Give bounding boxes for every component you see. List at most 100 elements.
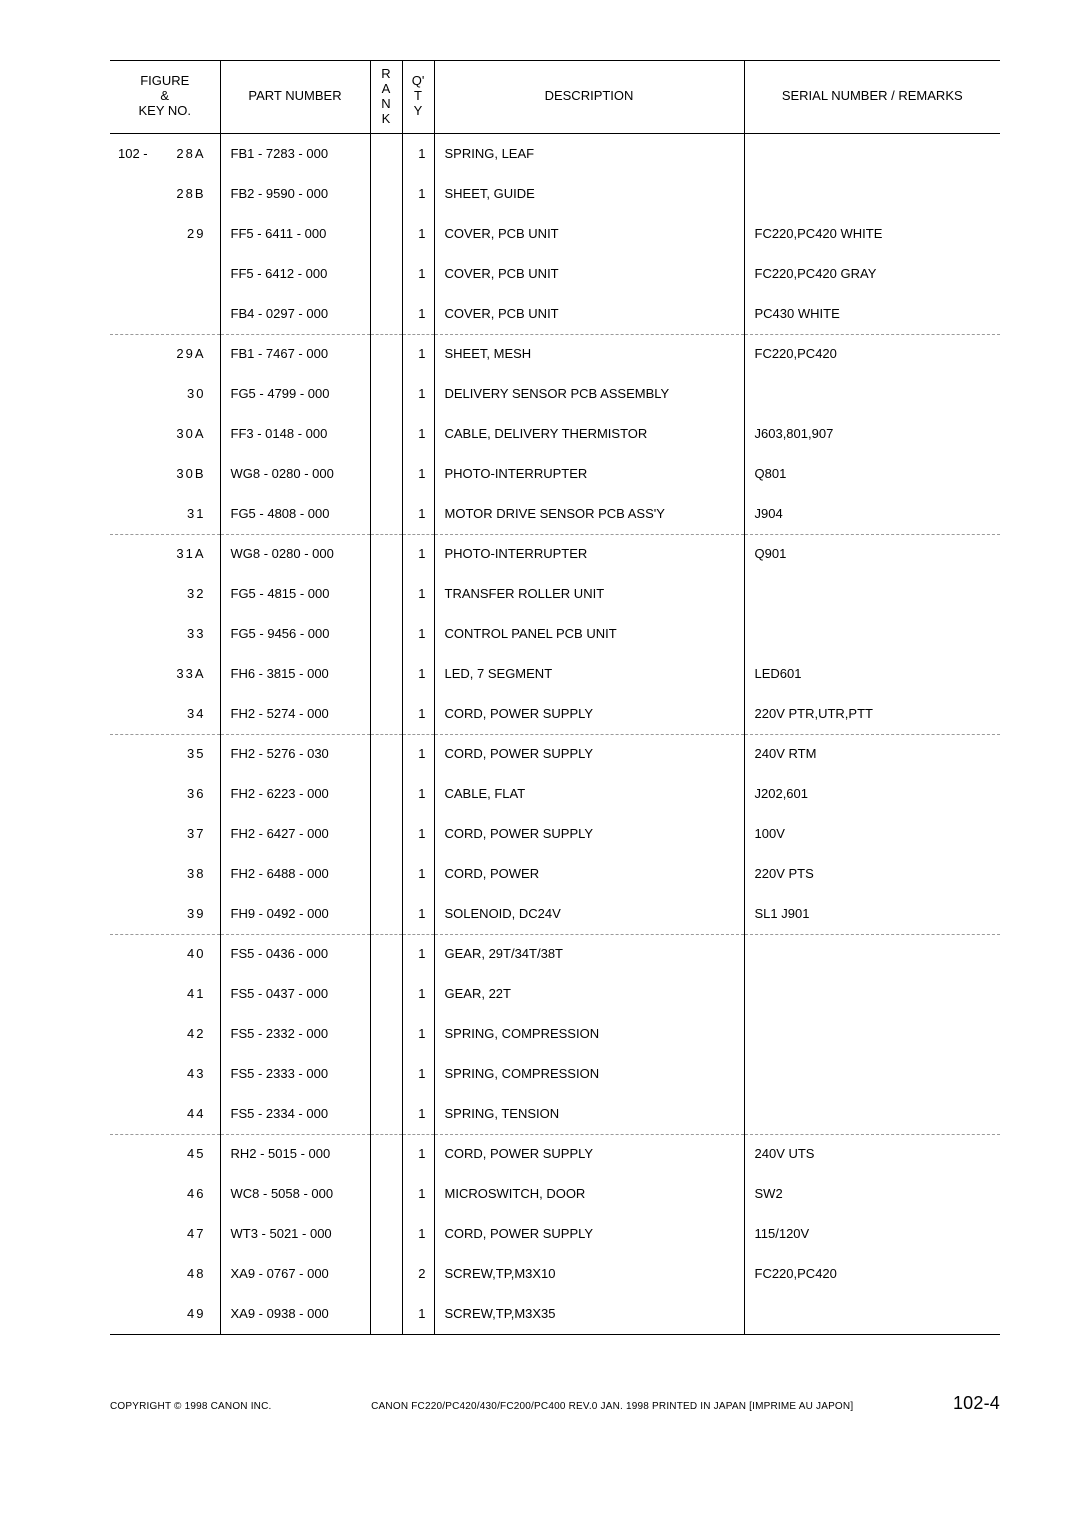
description: SCREW,TP,M3X10 (445, 1266, 556, 1282)
key-number: 46 (187, 1186, 205, 1202)
qty: 1 (418, 386, 425, 402)
qty: 1 (418, 666, 425, 682)
description: COVER, PCB UNIT (445, 226, 559, 242)
part-number: FS5 - 2333 - 000 (231, 1066, 329, 1082)
key-number: 31A (176, 546, 205, 562)
part-number: FF3 - 0148 - 000 (231, 426, 328, 442)
key-number: 30B (176, 466, 205, 482)
key-number: 28B (176, 186, 205, 202)
qty: 1 (418, 306, 425, 322)
page-footer: COPYRIGHT © 1998 CANON INC. CANON FC220/… (110, 1393, 1000, 1414)
remarks: Q801 (755, 466, 787, 482)
qty: 1 (418, 1066, 425, 1082)
part-number: FS5 - 2332 - 000 (231, 1026, 329, 1042)
qty: 1 (418, 706, 425, 722)
col-rank: RANK (370, 61, 402, 134)
qty: 1 (418, 1026, 425, 1042)
description: SPRING, TENSION (445, 1106, 560, 1122)
key-number: 31 (187, 506, 205, 522)
table-row: 42 FS5 - 2332 - 000 1 SPRING, COMPRESSION (110, 1014, 1000, 1054)
part-number: FH2 - 5274 - 000 (231, 706, 329, 722)
description: CONTROL PANEL PCB UNIT (445, 626, 617, 642)
description: PHOTO-INTERRUPTER (445, 546, 588, 562)
part-number: FS5 - 0436 - 000 (231, 946, 329, 962)
remarks: 115/120V (755, 1226, 810, 1242)
remarks: PC430 WHITE (755, 306, 840, 322)
part-number: FS5 - 0437 - 000 (231, 986, 329, 1002)
table-row: 36FH2 - 6223 - 0001CABLE, FLATJ202,601 (110, 774, 1000, 814)
description: CORD, POWER SUPPLY (445, 1146, 594, 1162)
table-row: 40FS5 - 0436 - 0001GEAR, 29T/34T/38T (110, 934, 1000, 974)
col-part: PART NUMBER (220, 61, 370, 134)
footer-docinfo: CANON FC220/PC420/430/FC200/PC400 REV.0 … (371, 1401, 853, 1412)
qty: 1 (418, 1186, 425, 1202)
remarks: SL1 J901 (755, 906, 810, 922)
qty: 1 (418, 426, 425, 442)
key-number: 34 (187, 706, 205, 722)
footer-copyright: COPYRIGHT © 1998 CANON INC. (110, 1401, 272, 1412)
key-number: 37 (187, 826, 205, 842)
col-remarks: SERIAL NUMBER / REMARKS (744, 61, 1000, 134)
part-number: FH9 - 0492 - 000 (231, 906, 329, 922)
qty: 1 (418, 746, 425, 762)
table-row: FF5 - 6412 - 0001COVER, PCB UNITFC220,PC… (110, 254, 1000, 294)
col-desc: DESCRIPTION (434, 61, 744, 134)
remarks: LED601 (755, 666, 802, 682)
description: CORD, POWER SUPPLY (445, 706, 594, 722)
qty: 1 (418, 1306, 425, 1322)
part-number: FB1 - 7283 - 000 (231, 146, 329, 162)
part-number: XA9 - 0767 - 000 (231, 1266, 329, 1282)
part-number: FG5 - 9456 - 000 (231, 626, 330, 642)
remarks: Q901 (755, 546, 787, 562)
table-row: 44FS5 - 2334 - 0001SPRING, TENSION (110, 1094, 1000, 1134)
table-row: 39FH9 - 0492 - 0001SOLENOID, DC24VSL1 J9… (110, 894, 1000, 934)
key-number: 29A (176, 346, 205, 362)
key-number: 47 (187, 1226, 205, 1242)
qty: 1 (418, 626, 425, 642)
description: PHOTO-INTERRUPTER (445, 466, 588, 482)
table-row: 33FG5 - 9456 - 0001CONTROL PANEL PCB UNI… (110, 614, 1000, 654)
qty: 1 (418, 346, 425, 362)
description: CORD, POWER SUPPLY (445, 1226, 594, 1242)
remarks: 220V PTR,UTR,PTT (755, 706, 873, 722)
description: CORD, POWER (445, 866, 540, 882)
description: SPRING, COMPRESSION (445, 1026, 600, 1042)
remarks: 240V RTM (755, 746, 817, 762)
part-number: WT3 - 5021 - 000 (231, 1226, 332, 1242)
qty: 1 (418, 546, 425, 562)
table-row: 31FG5 - 4808 - 0001MOTOR DRIVE SENSOR PC… (110, 494, 1000, 534)
part-number: WC8 - 5058 - 000 (231, 1186, 334, 1202)
key-number: 42 (187, 1026, 205, 1042)
qty: 1 (418, 826, 425, 842)
key-number: 44 (187, 1106, 205, 1122)
description: MOTOR DRIVE SENSOR PCB ASS'Y (445, 506, 665, 522)
table-row: 47WT3 - 5021 - 0001CORD, POWER SUPPLY115… (110, 1214, 1000, 1254)
qty: 1 (418, 226, 425, 242)
description: GEAR, 22T (445, 986, 511, 1002)
table-row: 102 -28AFB1 - 7283 - 0001SPRING, LEAF (110, 133, 1000, 174)
key-number: 29 (187, 226, 205, 242)
part-number: FG5 - 4808 - 000 (231, 506, 330, 522)
key-number: 45 (187, 1146, 205, 1162)
key-number: 49 (187, 1306, 205, 1322)
part-number: FH2 - 6488 - 000 (231, 866, 329, 882)
description: CABLE, DELIVERY THERMISTOR (445, 426, 648, 442)
col-qty: Q'TY (402, 61, 434, 134)
qty: 1 (418, 1146, 425, 1162)
table-row: 34 FH2 - 5274 - 000 1 CORD, POWER SUPPLY 220… (110, 694, 1000, 734)
qty: 1 (418, 866, 425, 882)
table-row: 37FH2 - 6427 - 0001CORD, POWER SUPPLY100… (110, 814, 1000, 854)
part-number: FG5 - 4815 - 000 (231, 586, 330, 602)
part-number: WG8 - 0280 - 000 (231, 546, 334, 562)
qty: 1 (418, 586, 425, 602)
remarks: FC220,PC420 WHITE (755, 226, 883, 242)
key-number: 39 (187, 906, 205, 922)
description: SHEET, GUIDE (445, 186, 535, 202)
remarks: FC220,PC420 GRAY (755, 266, 877, 282)
description: COVER, PCB UNIT (445, 266, 559, 282)
col-figure: FIGURE&KEY NO. (110, 61, 220, 134)
description: CORD, POWER SUPPLY (445, 746, 594, 762)
figure-number: 102 - (118, 146, 148, 162)
key-number: 41 (187, 986, 205, 1002)
key-number: 28A (176, 146, 205, 162)
